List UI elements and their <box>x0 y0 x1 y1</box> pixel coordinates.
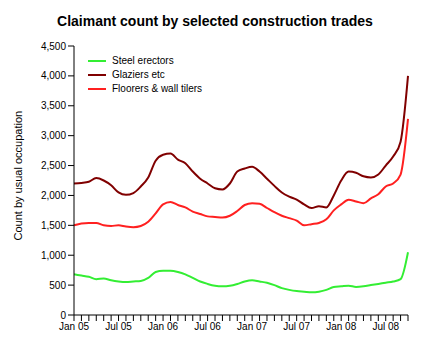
html-text:Steel erectors: Steel erectors <box>112 55 174 66</box>
svg-text:4,500: 4,500 <box>41 41 66 52</box>
svg-text:Jan 07: Jan 07 <box>237 321 267 332</box>
svg-text:0: 0 <box>60 310 66 321</box>
svg-text:3,000: 3,000 <box>41 130 66 141</box>
svg-text:2,500: 2,500 <box>41 160 66 171</box>
html-text:Glaziers etc: Glaziers etc <box>112 69 165 80</box>
html-text:Claimant count by selected con: Claimant count by selected construction … <box>57 13 373 29</box>
svg-text:Jan 05: Jan 05 <box>59 321 89 332</box>
svg-text:Jul 08: Jul 08 <box>372 321 399 332</box>
html-text:Floorers & wall tilers: Floorers & wall tilers <box>112 83 202 94</box>
svg-text:3,500: 3,500 <box>41 100 66 111</box>
svg-text:Jan 08: Jan 08 <box>326 321 356 332</box>
svg-text:1,000: 1,000 <box>41 250 66 261</box>
svg-text:4,000: 4,000 <box>41 70 66 81</box>
svg-text:1,500: 1,500 <box>41 220 66 231</box>
svg-text:Count by usual occupation: Count by usual occupation <box>12 111 24 241</box>
svg-text:Jan 06: Jan 06 <box>148 321 178 332</box>
svg-text:2,000: 2,000 <box>41 190 66 201</box>
svg-text:Jul 06: Jul 06 <box>194 321 221 332</box>
svg-text:500: 500 <box>49 280 66 291</box>
svg-text:Jul 05: Jul 05 <box>105 321 132 332</box>
svg-text:Jul 07: Jul 07 <box>283 321 310 332</box>
